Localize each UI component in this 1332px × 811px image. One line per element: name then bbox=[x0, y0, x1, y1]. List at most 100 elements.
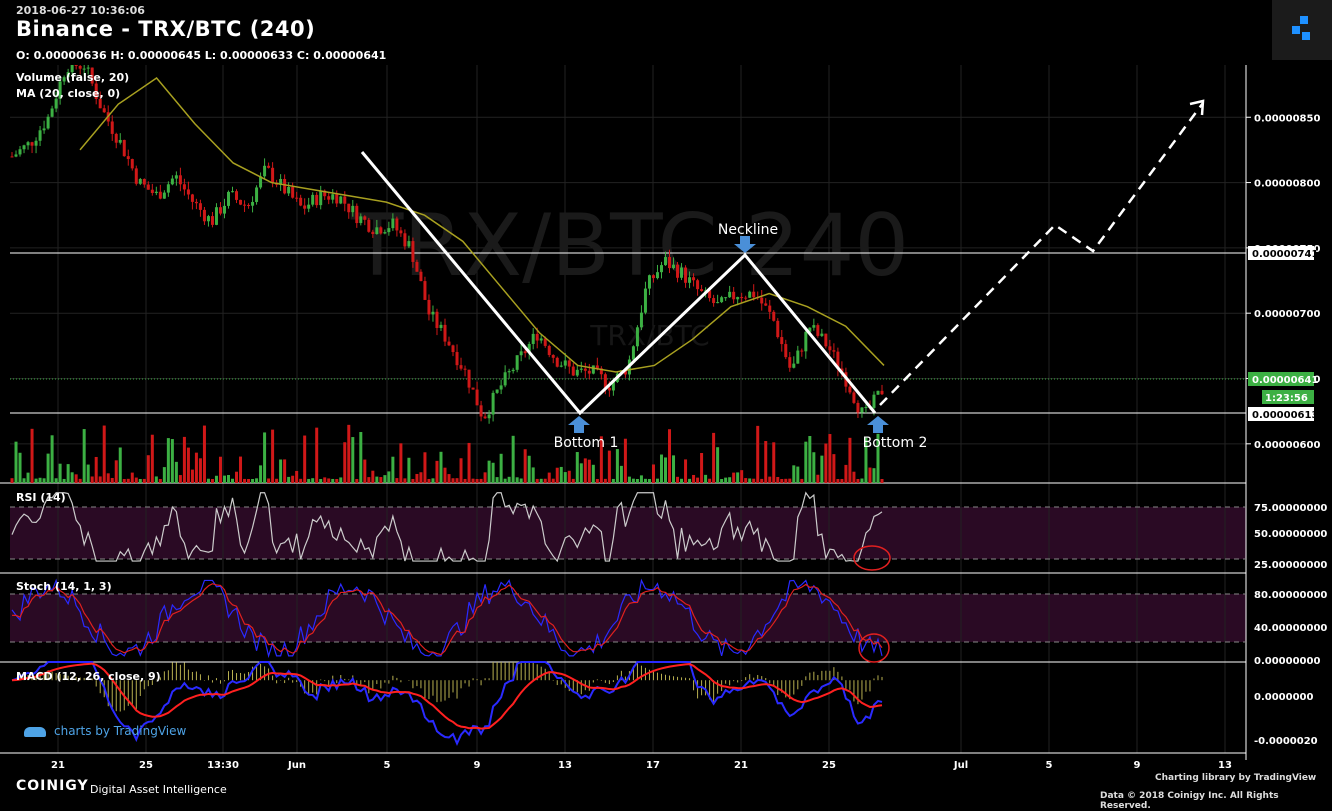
volume-bar bbox=[435, 460, 439, 483]
tradingview-watermark[interactable]: charts by TradingView bbox=[24, 724, 186, 738]
candle-body bbox=[688, 277, 692, 283]
candle-body bbox=[599, 368, 603, 375]
volume-bar bbox=[210, 478, 214, 483]
volume-bar bbox=[194, 452, 198, 483]
candle-body bbox=[54, 98, 58, 109]
neckline-tag: 0.00000741 bbox=[1252, 249, 1318, 260]
volume-bar bbox=[704, 474, 708, 483]
volume-bar bbox=[531, 467, 535, 483]
volume-bar bbox=[463, 478, 467, 483]
volume-bar bbox=[864, 437, 868, 483]
volume-bar bbox=[503, 478, 507, 483]
volume-bar bbox=[38, 477, 42, 483]
volume-bar bbox=[619, 465, 623, 483]
volume-bar bbox=[166, 438, 170, 483]
candle-body bbox=[668, 257, 672, 269]
volume-bar bbox=[347, 424, 351, 483]
candle-body bbox=[555, 357, 559, 367]
candle-body bbox=[38, 130, 42, 141]
candle-body bbox=[403, 233, 407, 247]
candle-body bbox=[82, 68, 86, 70]
data-credit: Data © 2018 Coinigy Inc. All Rights Rese… bbox=[1100, 791, 1279, 811]
volume-bar bbox=[243, 478, 247, 483]
volume-bar bbox=[599, 436, 603, 483]
candle-body bbox=[10, 156, 14, 158]
ma-indicator-label[interactable]: MA (20, close, 0) bbox=[16, 87, 121, 100]
stoch-tick-label: 80.00000000 bbox=[1254, 590, 1327, 601]
candle-body bbox=[379, 227, 383, 234]
candle-body bbox=[343, 196, 347, 204]
pattern-line bbox=[360, 151, 877, 416]
volume-bar bbox=[86, 464, 90, 483]
candle-body bbox=[527, 343, 531, 354]
candle-body bbox=[307, 204, 311, 209]
candle-body bbox=[716, 302, 720, 304]
volume-bar bbox=[607, 450, 611, 483]
candle-body bbox=[772, 311, 776, 321]
volume-bar bbox=[631, 478, 635, 483]
candle-body bbox=[579, 368, 583, 370]
rsi-indicator-label[interactable]: RSI (14) bbox=[16, 491, 66, 504]
volume-bar bbox=[102, 425, 106, 483]
candle-body bbox=[479, 405, 483, 417]
volume-bar bbox=[543, 478, 547, 483]
volume-bar bbox=[14, 441, 18, 483]
support-tag: 0.00000613 bbox=[1252, 410, 1318, 421]
candle-body bbox=[880, 390, 884, 395]
candle-body bbox=[383, 232, 387, 234]
coinigy-brand[interactable]: COINIGY bbox=[16, 778, 89, 794]
volume-bar bbox=[22, 478, 26, 483]
candle-body bbox=[243, 204, 247, 206]
tv-watermark-text: charts by TradingView bbox=[54, 724, 187, 738]
volume-bar bbox=[395, 478, 399, 483]
rsi-tick-label: 75.00000000 bbox=[1254, 503, 1327, 514]
ma-line bbox=[79, 77, 885, 373]
candle-body bbox=[279, 178, 283, 185]
candle-body bbox=[335, 194, 339, 204]
candle-body bbox=[852, 392, 856, 403]
volume-bar bbox=[339, 477, 343, 483]
volume-bar bbox=[848, 437, 852, 483]
candle-body bbox=[118, 139, 122, 143]
candle-body bbox=[551, 355, 555, 358]
candle-body bbox=[539, 338, 543, 341]
volume-bar bbox=[10, 478, 14, 483]
macd-indicator-label[interactable]: MACD (12, 26, close, 9) bbox=[16, 670, 161, 683]
volume-bar bbox=[142, 478, 146, 483]
candle-body bbox=[235, 191, 239, 200]
candle-body bbox=[231, 191, 235, 193]
volume-bar bbox=[872, 468, 876, 483]
volume-bar bbox=[138, 479, 142, 483]
candle-body bbox=[712, 298, 716, 304]
coinigy-logo-icon[interactable] bbox=[1272, 0, 1332, 60]
projection-arrowhead bbox=[1189, 99, 1205, 116]
candle-body bbox=[415, 261, 419, 272]
candle-body bbox=[591, 365, 595, 374]
candle-body bbox=[267, 165, 271, 168]
candle-body bbox=[122, 139, 126, 157]
macd-tick-label: -0.0000020 bbox=[1254, 736, 1318, 747]
charting-library-credit[interactable]: Charting library by TradingView bbox=[1155, 773, 1317, 783]
volume-bar bbox=[227, 475, 230, 483]
volume-bar bbox=[696, 477, 700, 483]
candle-body bbox=[186, 189, 190, 195]
volume-bar bbox=[399, 443, 403, 483]
volume-bar bbox=[351, 437, 355, 483]
candle-body bbox=[134, 168, 138, 184]
candle-body bbox=[463, 368, 467, 370]
candle-body bbox=[760, 297, 764, 304]
volume-indicator-label[interactable]: Volume (false, 20) bbox=[16, 71, 130, 84]
volume-bar bbox=[700, 452, 704, 483]
stoch-indicator-label[interactable]: Stoch (14, 1, 3) bbox=[16, 580, 112, 593]
candle-body bbox=[872, 394, 876, 408]
candle-body bbox=[535, 333, 539, 341]
volume-bar bbox=[595, 478, 599, 483]
time-tick-label: 13:30 bbox=[207, 760, 239, 771]
volume-bar bbox=[186, 447, 190, 483]
candle-body bbox=[744, 297, 748, 299]
candle-body bbox=[507, 371, 511, 373]
candle-body bbox=[792, 363, 796, 368]
candle-body bbox=[776, 320, 780, 338]
candle-body bbox=[283, 178, 287, 194]
